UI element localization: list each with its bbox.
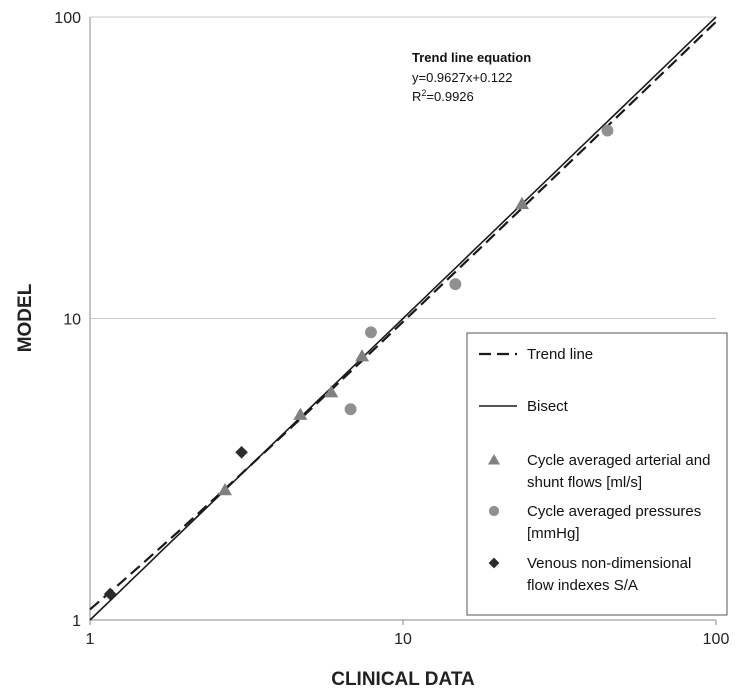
circle-data-point (344, 403, 357, 416)
legend-label: Trend line (527, 346, 593, 363)
triangle-data-point (324, 385, 339, 398)
legend-triangle-swatch (488, 454, 500, 465)
legend: Trend line Bisect Cycle averaged arterial … (466, 332, 728, 616)
legend-label: shunt flows [ml/s] (527, 474, 642, 491)
circle-data-point (449, 278, 462, 291)
legend-label: flow indexes S/A (527, 577, 638, 594)
legend-label: Cycle averaged arterial and (527, 452, 710, 469)
equation-text: y=0.9627x+0.122 (412, 70, 512, 85)
legend-box (466, 332, 728, 616)
diamond-data-point (235, 445, 248, 459)
circle-data-point (601, 124, 614, 137)
y-tick-label: 100 (54, 10, 81, 27)
circle-data-point (365, 326, 377, 339)
x-tick-labels: 1 10 100 (86, 631, 730, 648)
triangle-data-point (218, 482, 233, 496)
legend-label: Cycle averaged pressures (527, 503, 701, 520)
x-axis-title: CLINICAL DATA (331, 669, 475, 690)
triangle-data-point (515, 196, 530, 210)
triangle-data-point (293, 407, 308, 420)
y-tick-labels: 1 10 100 (54, 10, 81, 630)
legend-diamond-swatch (488, 557, 500, 569)
diamond-data-point (103, 587, 117, 601)
trend-equation-annotation: Trend line equation y=0.9627x+0.122 R2=0… (412, 50, 531, 104)
r-squared-text: R2=0.9926 (412, 88, 474, 104)
legend-circle-swatch (488, 505, 500, 517)
r-squared-superscript: 2 (421, 88, 426, 98)
x-tick-label: 100 (703, 631, 730, 648)
legend-label: [mmHg] (527, 525, 580, 542)
axes (89, 17, 716, 621)
equation-title: Trend line equation (412, 50, 531, 65)
x-tick-label: 1 (86, 631, 95, 648)
trend-line (89, 21, 717, 611)
y-tick-label: 10 (63, 312, 81, 329)
triangle-data-point (355, 349, 370, 362)
bisect-line (89, 16, 717, 621)
reference-lines (89, 16, 717, 621)
y-axis-title: MODEL (15, 283, 36, 352)
data-points (103, 124, 614, 601)
legend-label: Venous non-dimensional (527, 555, 691, 572)
legend-label: Bisect (527, 398, 569, 415)
x-tick-label: 10 (394, 631, 412, 648)
r-squared-prefix: R (412, 89, 421, 104)
r-squared-value: =0.9926 (426, 89, 473, 104)
y-tick-label: 1 (72, 613, 81, 630)
